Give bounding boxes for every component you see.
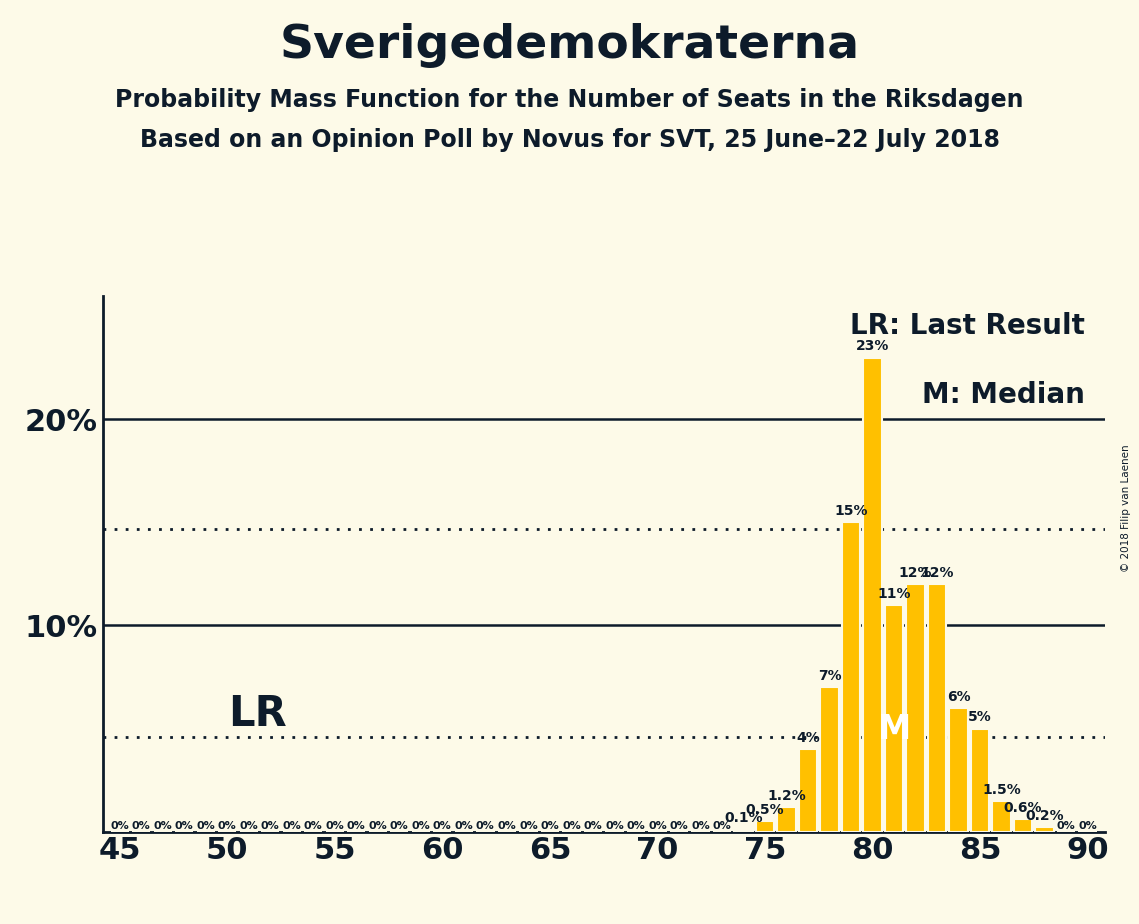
Text: 0%: 0% bbox=[347, 821, 366, 831]
Text: 0%: 0% bbox=[519, 821, 538, 831]
Text: 12%: 12% bbox=[899, 566, 933, 580]
Text: M: Median: M: Median bbox=[921, 382, 1084, 409]
Text: 0%: 0% bbox=[390, 821, 409, 831]
Text: 11%: 11% bbox=[877, 587, 911, 601]
Bar bbox=[777, 807, 796, 832]
Text: 0%: 0% bbox=[239, 821, 259, 831]
Text: 0.6%: 0.6% bbox=[1003, 801, 1042, 815]
Text: 1.2%: 1.2% bbox=[768, 789, 806, 803]
Text: 0%: 0% bbox=[132, 821, 150, 831]
Text: 0%: 0% bbox=[218, 821, 237, 831]
Text: 0%: 0% bbox=[605, 821, 624, 831]
Text: 0.2%: 0.2% bbox=[1025, 809, 1064, 823]
Bar bbox=[863, 358, 882, 832]
Text: 12%: 12% bbox=[920, 566, 953, 580]
Text: 0%: 0% bbox=[1057, 821, 1075, 831]
Text: 0%: 0% bbox=[368, 821, 387, 831]
Text: 0%: 0% bbox=[304, 821, 322, 831]
Text: 0%: 0% bbox=[326, 821, 344, 831]
Bar bbox=[1035, 828, 1054, 832]
Text: 0%: 0% bbox=[282, 821, 301, 831]
Bar bbox=[970, 728, 989, 832]
Bar bbox=[950, 708, 968, 832]
Text: 0%: 0% bbox=[541, 821, 559, 831]
Text: 0%: 0% bbox=[670, 821, 688, 831]
Text: 5%: 5% bbox=[968, 711, 992, 724]
Bar bbox=[756, 821, 775, 832]
Bar bbox=[907, 584, 925, 832]
Text: 0%: 0% bbox=[175, 821, 194, 831]
Bar bbox=[885, 605, 903, 832]
Text: 0%: 0% bbox=[154, 821, 172, 831]
Text: 15%: 15% bbox=[834, 505, 868, 518]
Text: 0%: 0% bbox=[411, 821, 431, 831]
Bar bbox=[842, 522, 860, 832]
Text: 0%: 0% bbox=[691, 821, 710, 831]
Bar bbox=[735, 830, 753, 832]
Text: 0%: 0% bbox=[498, 821, 516, 831]
Text: © 2018 Filip van Laenen: © 2018 Filip van Laenen bbox=[1121, 444, 1131, 572]
Text: 0%: 0% bbox=[562, 821, 581, 831]
Text: 0.1%: 0.1% bbox=[724, 811, 763, 825]
Text: Sverigedemokraterna: Sverigedemokraterna bbox=[279, 23, 860, 68]
Text: Based on an Opinion Poll by Novus for SVT, 25 June–22 July 2018: Based on an Opinion Poll by Novus for SV… bbox=[139, 128, 1000, 152]
Text: 0%: 0% bbox=[626, 821, 646, 831]
Text: Probability Mass Function for the Number of Seats in the Riksdagen: Probability Mass Function for the Number… bbox=[115, 88, 1024, 112]
Bar bbox=[820, 687, 838, 832]
Text: 0%: 0% bbox=[454, 821, 473, 831]
Text: LR: LR bbox=[229, 693, 287, 735]
Text: 0%: 0% bbox=[583, 821, 603, 831]
Text: 7%: 7% bbox=[818, 669, 842, 683]
Bar bbox=[992, 801, 1010, 832]
Text: 4%: 4% bbox=[796, 731, 820, 745]
Text: 0%: 0% bbox=[110, 821, 129, 831]
Bar bbox=[798, 749, 817, 832]
Text: 0%: 0% bbox=[433, 821, 452, 831]
Text: 6%: 6% bbox=[947, 690, 970, 704]
Bar bbox=[928, 584, 947, 832]
Text: 0%: 0% bbox=[196, 821, 215, 831]
Bar bbox=[1014, 820, 1032, 832]
Text: 0%: 0% bbox=[476, 821, 494, 831]
Text: M: M bbox=[877, 713, 911, 746]
Text: 1.5%: 1.5% bbox=[982, 783, 1021, 796]
Text: 0%: 0% bbox=[648, 821, 666, 831]
Text: 0%: 0% bbox=[713, 821, 731, 831]
Text: 23%: 23% bbox=[855, 339, 890, 353]
Text: 0%: 0% bbox=[261, 821, 280, 831]
Text: 0%: 0% bbox=[1079, 821, 1097, 831]
Text: 0.5%: 0.5% bbox=[746, 803, 785, 817]
Text: LR: Last Result: LR: Last Result bbox=[850, 311, 1084, 340]
